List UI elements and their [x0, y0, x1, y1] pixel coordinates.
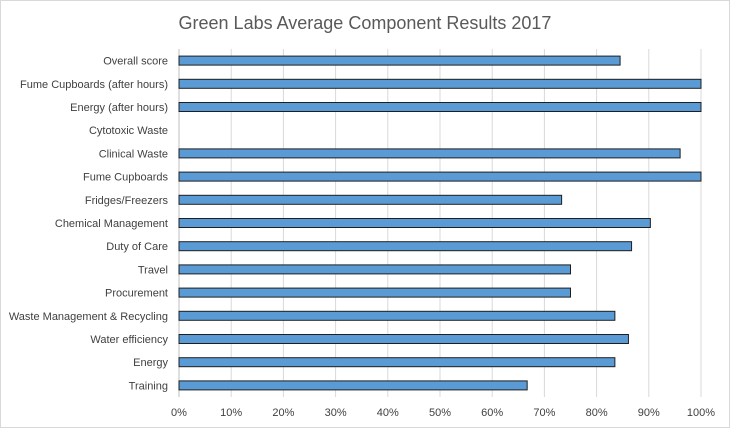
- x-tick-label: 20%: [272, 407, 294, 419]
- category-label: Fume Cupboards: [83, 172, 168, 184]
- bar: [178, 310, 616, 321]
- category-label: Overall score: [103, 56, 168, 68]
- category-label: Energy: [133, 357, 168, 369]
- bar: [178, 334, 629, 344]
- bar: [178, 218, 651, 228]
- x-tick-label: 60%: [481, 407, 503, 419]
- bars: [178, 55, 702, 391]
- bar: [178, 102, 702, 112]
- category-label: Cytotoxic Waste: [89, 125, 168, 137]
- bar: [178, 241, 633, 252]
- bar: [178, 264, 571, 275]
- x-tick-label: 100%: [687, 407, 715, 419]
- category-label: Waste Management & Recycling: [9, 311, 168, 323]
- bar: [178, 148, 681, 159]
- x-tick-label: 40%: [377, 407, 399, 419]
- x-tick-label: 30%: [325, 407, 347, 419]
- category-label: Clinical Waste: [99, 148, 168, 160]
- category-label: Training: [129, 380, 168, 392]
- x-tick-label: 50%: [429, 407, 451, 419]
- bar: [178, 55, 621, 66]
- bar: [178, 194, 563, 205]
- category-label: Travel: [138, 264, 168, 276]
- bar: [178, 380, 528, 391]
- category-label: Water efficiency: [90, 334, 168, 346]
- bar: [178, 171, 702, 182]
- x-axis-tick-labels: 0% 10% 20% 30% 40% 50% 60% 70% 80% 90% 100%: [171, 407, 715, 419]
- bar: [178, 287, 571, 298]
- x-tick-label: 70%: [533, 407, 555, 419]
- x-tick-label: 10%: [220, 407, 242, 419]
- x-tick-label: 90%: [638, 407, 660, 419]
- x-tick-label: 0%: [171, 407, 187, 419]
- category-label: Procurement: [105, 288, 168, 300]
- x-tick-label: 80%: [586, 407, 608, 419]
- category-labels: Overall score Fume Cupboards (after hours…: [9, 56, 169, 393]
- chart-title: Green Labs Average Component Results 201…: [179, 13, 552, 33]
- bar: [178, 78, 702, 89]
- category-label: Fume Cupboards (after hours): [20, 79, 168, 91]
- category-label: Energy (after hours): [70, 102, 168, 114]
- category-label: Duty of Care: [106, 241, 168, 253]
- category-label: Chemical Management: [55, 218, 168, 230]
- bar: [178, 357, 616, 368]
- category-label: Fridges/Freezers: [85, 195, 169, 207]
